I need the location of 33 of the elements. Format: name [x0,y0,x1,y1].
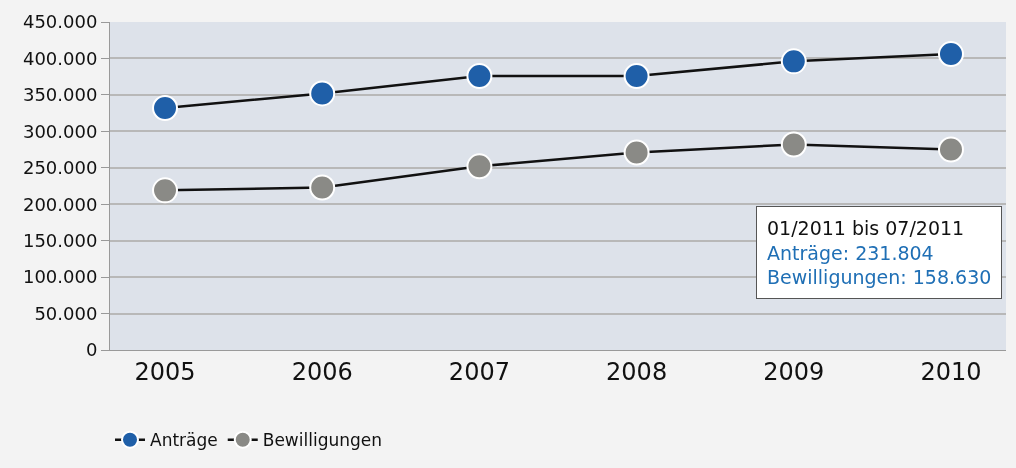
x-tick-label: 2009 [763,357,825,386]
point [309,80,336,107]
x-tick-label: 2006 [291,357,353,386]
point [152,95,179,121]
point [937,41,964,68]
point [780,131,807,158]
point [152,177,179,204]
annotation: Bewilligungen: 158.630 [767,266,992,289]
y-tick-label: 150.000 [22,229,98,251]
x-tick-label: 2008 [606,357,668,386]
point [780,48,807,75]
y-tick-label: 200.000 [22,193,98,215]
x-tick-label: 2005 [134,357,196,386]
y-tick-label: 50.000 [34,302,98,324]
y-tick-label: 250.000 [22,157,98,179]
point [466,62,493,89]
y-tick-label: 400.000 [22,47,98,69]
y-tick-label: 100.000 [22,266,98,288]
x-tick-label: 2007 [448,357,510,386]
y-tick-label: 450.000 [22,11,98,33]
point [937,136,964,163]
point [309,174,336,201]
y-tick-label: 300.000 [22,120,98,142]
y-tick-label: 0 [85,339,98,361]
point [623,139,650,166]
annotation: 01/2011 bis 07/2011 [767,217,965,239]
legend-label: Bewilligungen [262,430,383,451]
point [466,153,493,180]
point [623,62,650,89]
y-tick-label: 350.000 [22,84,98,106]
legend-label: Anträge [150,430,218,451]
annotation: Anträge: 231.804 [767,241,934,264]
x-tick-label: 2010 [920,357,982,386]
